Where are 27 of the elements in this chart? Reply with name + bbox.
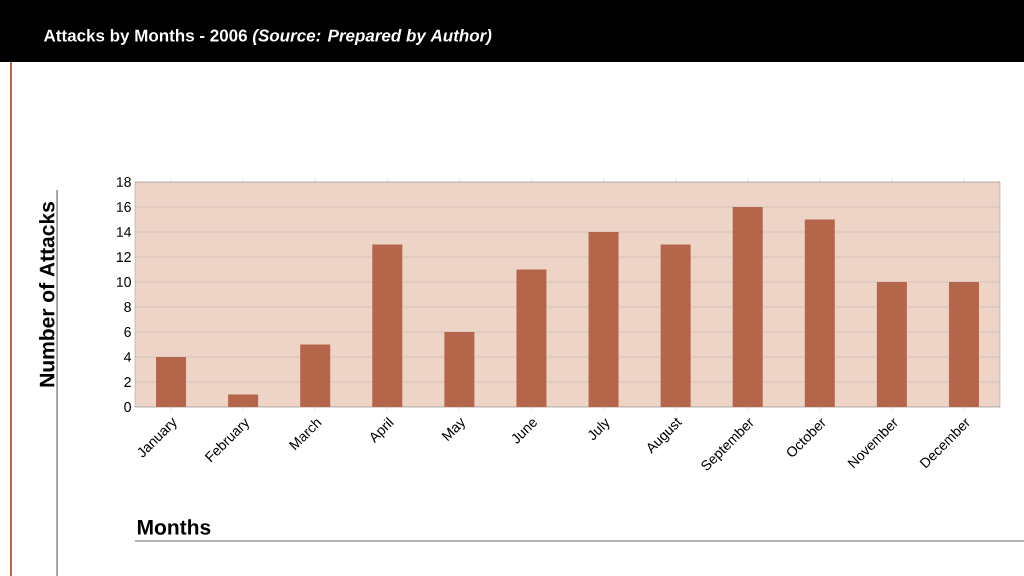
y-axis-title: Number of Attacks [39,202,55,387]
y-tick-label: 4 [124,352,132,362]
bar [660,244,691,408]
bar [588,232,619,408]
y-tick-label: 18 [116,177,131,187]
bar [228,394,259,408]
y-tick-label: 16 [116,202,131,212]
bar [516,269,547,408]
x-tick-label: July [588,418,610,440]
bar [876,282,907,408]
y-tick-label: 0 [124,402,131,412]
y-tick-label: 6 [124,327,131,337]
y-tick-label: 14 [116,227,132,237]
y-tick-label: 8 [124,302,131,312]
bar [372,244,403,408]
bar [804,219,835,408]
bar [444,332,475,408]
bar [300,344,331,408]
bar [732,207,763,408]
y-tick-label: 10 [116,277,131,287]
chart-title: Attacks by Months - 2006 (Source: Prepared by Author) [43,29,492,45]
y-tick-label: 2 [124,377,131,387]
bar [948,282,979,408]
bar [156,357,187,408]
x-tick-label: May [441,417,465,441]
y-tick-label: 12 [116,252,131,262]
x-axis-title: Months [137,519,211,535]
